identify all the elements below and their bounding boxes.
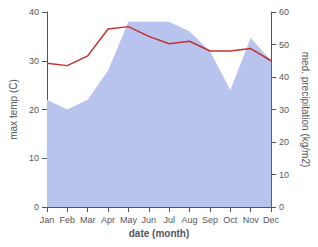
- svg-text:Mar: Mar: [80, 215, 96, 225]
- svg-text:Apr: Apr: [101, 215, 115, 225]
- svg-text:0: 0: [34, 202, 39, 212]
- svg-text:30: 30: [29, 56, 39, 66]
- svg-text:10: 10: [29, 153, 39, 163]
- svg-text:Jun: Jun: [142, 215, 157, 225]
- svg-text:Aug: Aug: [182, 215, 198, 225]
- svg-text:10: 10: [279, 170, 289, 180]
- svg-text:med. precipitation (kg/m2): med. precipitation (kg/m2): [300, 52, 311, 168]
- svg-text:60: 60: [279, 7, 289, 17]
- svg-text:May: May: [120, 215, 138, 225]
- svg-text:Jan: Jan: [40, 215, 55, 225]
- svg-text:50: 50: [279, 40, 289, 50]
- svg-text:Dec: Dec: [263, 215, 280, 225]
- svg-text:20: 20: [29, 105, 39, 115]
- svg-text:40: 40: [29, 7, 39, 17]
- svg-text:Feb: Feb: [60, 215, 76, 225]
- svg-text:max temp (C): max temp (C): [8, 79, 19, 140]
- svg-text:0: 0: [279, 202, 284, 212]
- svg-text:40: 40: [279, 72, 289, 82]
- svg-text:30: 30: [279, 105, 289, 115]
- svg-text:Nov: Nov: [243, 215, 260, 225]
- svg-text:20: 20: [279, 137, 289, 147]
- svg-text:Sep: Sep: [202, 215, 218, 225]
- svg-text:Jul: Jul: [163, 215, 175, 225]
- svg-text:date (month): date (month): [129, 228, 190, 239]
- svg-text:Oct: Oct: [223, 215, 238, 225]
